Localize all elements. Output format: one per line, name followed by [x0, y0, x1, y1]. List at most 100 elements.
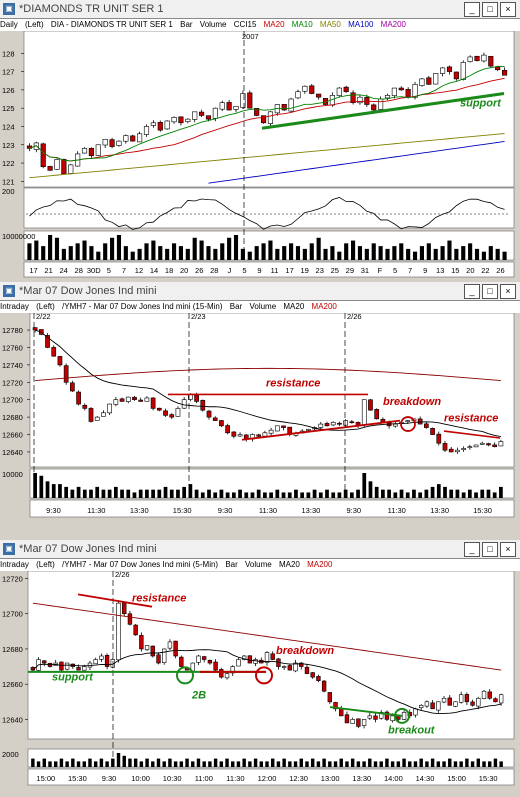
- volume-bar: [242, 758, 246, 767]
- window-titlebar[interactable]: ▣ *Mar 07 Dow Jones Ind mini _ □ ×: [0, 282, 520, 301]
- volume-bar: [430, 758, 435, 767]
- x-tick-label: 15:30: [479, 774, 498, 783]
- volume-bar: [442, 761, 446, 767]
- volume-bar: [145, 758, 149, 767]
- candle-body: [442, 443, 448, 451]
- volume-bar: [65, 761, 69, 767]
- volume-bar: [101, 489, 106, 498]
- moving-average-line: [29, 77, 505, 162]
- candle-body: [481, 54, 487, 62]
- volume-bar: [231, 492, 236, 498]
- candle-body: [350, 719, 355, 724]
- volume-bar: [368, 481, 373, 498]
- candle-body: [447, 697, 452, 706]
- volume-bar: [185, 758, 189, 767]
- candle-body: [281, 425, 286, 428]
- candle-body: [495, 66, 501, 71]
- volume-bar: [151, 761, 155, 767]
- x-tick-label: 13: [436, 266, 444, 275]
- minimize-button[interactable]: _: [464, 2, 480, 17]
- candle-body: [247, 92, 253, 109]
- x-tick-label: 28: [210, 266, 218, 275]
- volume-bar: [151, 489, 155, 498]
- year-divider-label: 2007: [242, 32, 259, 41]
- volume-bar: [156, 758, 161, 767]
- candle-body: [302, 85, 308, 92]
- candle-body: [267, 111, 274, 124]
- candle-body: [281, 666, 287, 668]
- volume-bar: [433, 248, 438, 260]
- volume-bar: [259, 761, 264, 767]
- resistance-label: resistance: [132, 592, 186, 604]
- maximize-button[interactable]: □: [482, 284, 498, 299]
- volume-bar: [373, 761, 378, 767]
- close-button[interactable]: ×: [500, 284, 516, 299]
- close-button[interactable]: ×: [500, 2, 516, 17]
- volume-bar: [163, 486, 168, 498]
- volume-bar: [480, 489, 485, 498]
- candle-body: [433, 73, 439, 85]
- candle-body: [169, 414, 175, 418]
- volume-bar: [328, 761, 332, 767]
- candle-body: [256, 434, 262, 437]
- support-label: support: [52, 672, 94, 684]
- candle-body: [392, 423, 398, 427]
- candle-body: [42, 660, 47, 664]
- axis-label: (Left): [36, 560, 55, 569]
- y-tick-label: 12640: [2, 448, 23, 457]
- window-titlebar[interactable]: ▣ *DIAMONDS TR UNIT SER 1 _ □ ×: [0, 0, 520, 19]
- axis-label: (Left): [36, 302, 55, 311]
- volume-bar: [351, 240, 356, 260]
- volume-bar: [95, 486, 100, 498]
- y-tick-label: 12640: [2, 715, 23, 724]
- x-tick-label: J: [227, 266, 231, 275]
- minimize-button[interactable]: _: [464, 542, 480, 557]
- volume-bar: [371, 243, 376, 260]
- candle-body: [194, 394, 199, 402]
- volume-bar: [231, 761, 235, 767]
- volume-bar: [344, 243, 349, 260]
- candle-body: [94, 416, 100, 421]
- volume-bar: [390, 761, 395, 767]
- candle-body: [162, 648, 167, 663]
- x-tick-label: 29: [346, 266, 354, 275]
- candle-body: [212, 417, 218, 421]
- candle-body: [219, 420, 224, 427]
- minimize-button[interactable]: _: [464, 284, 480, 299]
- candle-body: [321, 680, 327, 692]
- volume-bar: [356, 489, 360, 498]
- candle-body: [401, 712, 407, 720]
- maximize-button[interactable]: □: [482, 542, 498, 557]
- candle-body: [458, 694, 464, 703]
- volume-bar: [275, 489, 280, 498]
- volume-bar: [103, 243, 108, 260]
- candle-body: [125, 396, 131, 402]
- candle-body: [384, 711, 390, 720]
- cci-line: [29, 197, 505, 230]
- x-tick-label: 5: [393, 266, 397, 275]
- volume-bar: [399, 489, 404, 498]
- volume-bar: [206, 246, 211, 260]
- volume-bar: [287, 492, 292, 498]
- volume-bar: [256, 489, 261, 498]
- candle-body: [378, 98, 384, 110]
- maximize-button[interactable]: □: [482, 2, 498, 17]
- x-axis-panel: [23, 261, 515, 278]
- candle-body: [361, 399, 367, 426]
- candle-body: [122, 602, 127, 615]
- candle-body: [430, 702, 435, 710]
- volume-bar: [302, 248, 307, 260]
- candle-body: [270, 653, 275, 660]
- volume-bar: [413, 761, 418, 767]
- chart-info-bar: Intraday (Left) /YMH7 - Mar 07 Dow Jones…: [0, 301, 520, 313]
- x-tick-label: 19: [300, 266, 308, 275]
- x-tick-label: 11:30: [388, 506, 406, 515]
- volume-bar: [192, 237, 197, 260]
- close-button[interactable]: ×: [500, 542, 516, 557]
- volume-bar: [276, 761, 281, 767]
- volume-bar: [493, 758, 498, 767]
- window-titlebar[interactable]: ▣ *Mar 07 Dow Jones Ind mini _ □ ×: [0, 540, 520, 559]
- volume-bar: [399, 243, 404, 260]
- breakdown-label: breakdown: [383, 396, 441, 408]
- candle-body: [367, 715, 372, 719]
